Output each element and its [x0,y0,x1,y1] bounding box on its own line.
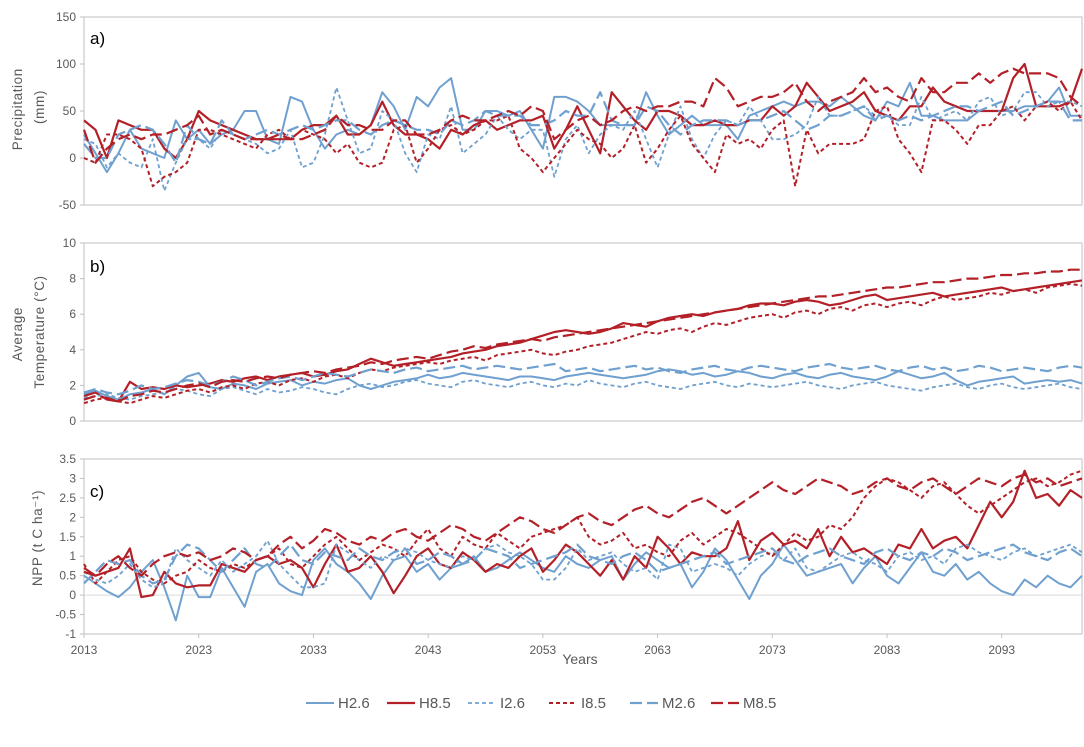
y-tick-label: 6 [69,307,76,321]
y-tick-label: 10 [63,236,77,250]
x-tick-label: 2093 [988,643,1015,657]
series-line-M2-6 [83,91,1082,164]
panel-label-c: c) [90,482,104,501]
ylabel-c: NPP (t C ha⁻¹) [30,490,45,586]
y-tick-label: 8 [69,272,76,286]
ylabel-b-line2: Temperature (°C) [32,275,47,388]
series-line-H8-5 [83,469,1083,599]
y-tick-label: 50 [63,104,77,118]
y-tick-label: 0 [69,588,76,602]
legend: H2.6 H8.5 I2.6 I8.5 M2.6 M8.5 [306,695,776,712]
x-tick-label: 2083 [874,643,901,657]
ylabel-a-line1: Precipitation [10,68,25,150]
y-tick-label: 100 [56,57,76,71]
x-tick-label: 2023 [185,643,212,657]
series-line-I8-5 [83,469,1083,585]
x-tick-label: 2053 [529,643,556,657]
y-tick-label: 2.5 [59,491,76,505]
legend-label-I8-5: I8.5 [581,695,606,712]
y-tick-label: 2 [69,378,76,392]
y-tick-label: -0.5 [55,608,76,622]
y-tick-label: 0 [69,151,76,165]
series-line-I2-6 [83,539,1083,589]
series-line-H2-6 [83,543,1083,622]
ylabel-b-line1: Average [10,307,25,361]
legend-label-M8-5: M8.5 [743,695,776,712]
panel-precipitation: a) Precipitation (mm) -50 0 50 100 150 [10,10,1084,212]
x-tick-label: 2063 [644,643,671,657]
series-line-M2-6 [83,362,1083,396]
panel-label-a: a) [90,29,105,48]
y-tick-label: 1 [69,549,76,563]
y-tick-label: 4 [69,343,76,357]
y-tick-label: 0 [69,414,76,428]
x-tick-label: 2033 [300,643,327,657]
svg-text:Precipitation (mm): Precipitation (mm) [10,64,47,150]
series-line-M8-5 [83,473,1083,577]
panel-temperature: b) Average Temperature (°C) 0 2 4 6 8 10 [10,236,1083,428]
series-line-I8-5 [83,100,1083,188]
ylabel-a-line2: (mm) [32,90,47,124]
series-line-I8-5 [83,282,1083,405]
svg-text:Average Temperature (°: Average Temperature (°C) [10,275,47,388]
x-tick-label: 2013 [71,643,98,657]
legend-label-M2-6: M2.6 [662,695,695,712]
series-line-I2-6 [83,86,1083,192]
plot-area-border [83,458,1083,635]
y-tick-label: 150 [56,10,76,24]
panel-label-b: b) [90,257,105,276]
series-line-M2-6 [83,543,1083,585]
x-tick-label: 2073 [759,643,786,657]
series-line-M8-5 [82,67,1083,164]
y-tick-label: 0.5 [59,569,76,583]
panel-npp: c) NPP (t C ha⁻¹) -1 -0.5 0 0.5 1 1.5 2 2.5 3 3.5 [30,452,1083,641]
y-tick-label: 3 [69,471,76,485]
legend-label-H8-5: H8.5 [419,695,451,712]
y-tick-label: -1 [65,627,76,641]
legend-label-H2-6: H2.6 [338,695,370,712]
plot-area-border [83,16,1083,206]
x-axis-title: Years [562,651,597,667]
y-tick-label: 3.5 [59,452,76,466]
series-line-M8-5 [83,268,1082,403]
legend-label-I2-6: I2.6 [500,695,525,712]
y-tick-label: 1.5 [59,530,76,544]
x-tick-label: 2043 [415,643,442,657]
series-line-H2-6 [83,77,1082,174]
x-axis: Years 2013 2023 2033 2043 2053 2063 2073 2083 20… [71,634,1015,667]
svg-text:NPP (t C ha⁻¹): NPP (t C ha⁻¹) [30,490,45,586]
y-tick-label: -50 [59,198,77,212]
plot-area-border [83,242,1083,422]
series-line-H8-5 [83,62,1084,160]
y-tick-label: 2 [69,510,76,524]
series-line-H2-6 [83,368,1083,401]
